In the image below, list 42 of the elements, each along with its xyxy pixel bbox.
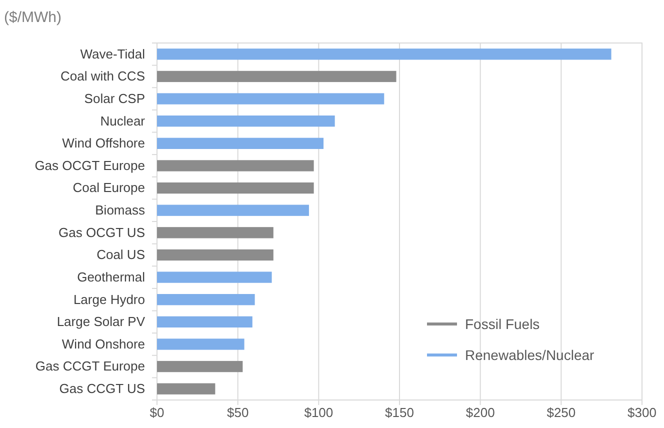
y-tick-label: Solar CSP — [84, 90, 145, 106]
x-tick-label: $100 — [304, 405, 334, 420]
bar — [157, 116, 335, 127]
y-tick-label: Wind Onshore — [62, 336, 145, 352]
bar — [157, 360, 243, 372]
y-tick-label: Coal Europe — [72, 180, 145, 196]
legend-label: Renewables/Nuclear — [465, 347, 595, 363]
x-tick-label: $250 — [546, 405, 576, 420]
y-tick-label: Large Solar PV — [56, 314, 146, 330]
bar — [157, 272, 272, 283]
y-tick-label: Nuclear — [100, 113, 146, 128]
y-tick-label: Geothermal — [77, 269, 146, 284]
y-tick-label: Coal US — [96, 247, 146, 262]
y-tick-label: Wave-Tidal — [80, 46, 146, 62]
x-tick-label: $300 — [628, 405, 656, 420]
y-tick-label: Wind Offshore — [62, 136, 145, 151]
y-tick-label: Coal with CCS — [60, 68, 146, 84]
bar — [157, 93, 384, 104]
y-tick-label: Gas OCGT US — [58, 224, 146, 240]
bar — [157, 249, 274, 261]
bar — [157, 182, 314, 194]
x-axis-title: ($/MWh) — [4, 9, 62, 26]
x-tick-label: $200 — [466, 405, 495, 420]
x-tick-label: $0 — [150, 405, 164, 420]
legend-label: Fossil Fuels — [465, 316, 540, 332]
y-tick-label: Large Hydro — [73, 292, 145, 307]
x-tick-label: $150 — [385, 405, 414, 420]
y-tick-label: Gas CCGT Europe — [35, 358, 145, 374]
x-tick-label: $50 — [226, 405, 249, 420]
bar — [157, 383, 216, 394]
bar — [157, 70, 396, 82]
bar — [157, 338, 244, 350]
bar — [157, 316, 252, 328]
bar — [157, 227, 274, 238]
y-tick-label: Gas OCGT Europe — [34, 158, 145, 173]
bar — [157, 204, 309, 216]
y-tick-label: Gas CCGT US — [59, 381, 146, 396]
bar — [157, 48, 612, 60]
y-tick-label: Biomass — [95, 202, 146, 218]
bar — [157, 160, 314, 172]
bar — [157, 138, 324, 149]
bar — [157, 294, 255, 306]
